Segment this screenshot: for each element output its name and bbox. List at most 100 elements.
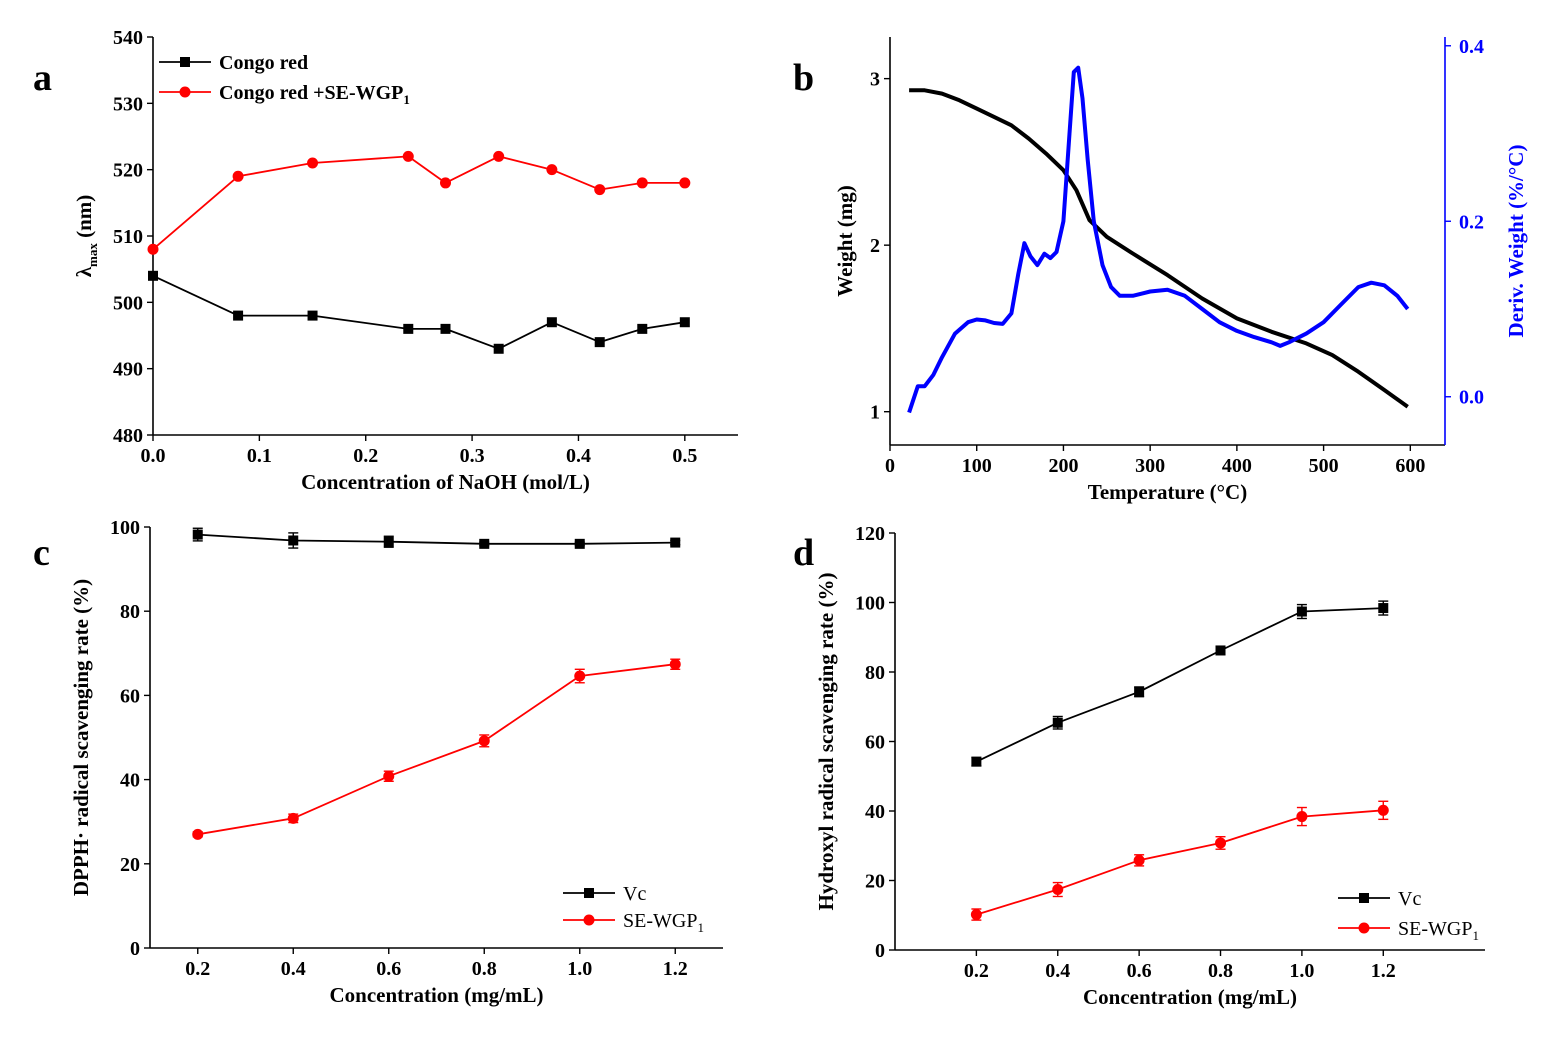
y-axis-label-sub: max (85, 243, 100, 267)
chart-panel-d: 0.2 0.4 0.6 0.8 1.0 1.2 0 20 40 60 80 100 120 Concent… (793, 523, 1485, 1009)
y-tick-label: 0 (875, 940, 885, 962)
x-tick-label: 0.4 (1045, 960, 1070, 982)
x-tick-label: 100 (962, 455, 992, 477)
series-line-1 (976, 809, 1384, 916)
y-tick-label: 530 (113, 93, 143, 115)
data-point (1377, 804, 1389, 816)
legend-label: Vc (623, 883, 646, 905)
y2-tick-label: 0.2 (1459, 211, 1484, 233)
y-axis-label: Hydroxyl radical scavenging rate (%) (814, 573, 838, 911)
data-point (1134, 686, 1145, 697)
x-tick-label: 500 (1309, 455, 1339, 477)
x-tick-label: 0.3 (460, 445, 485, 467)
data-point (232, 170, 244, 182)
data-point (493, 150, 505, 162)
data-point (594, 184, 606, 196)
data-point (192, 828, 204, 840)
data-point (546, 317, 557, 328)
series-line-0 (976, 607, 1384, 763)
x-tick-label: 200 (1048, 455, 1078, 477)
panel-label: c (33, 532, 50, 574)
x-tick-label: 0.1 (247, 445, 272, 467)
y-tick-label: 480 (113, 425, 143, 447)
y2-tick-label: 0.0 (1459, 387, 1484, 409)
y-tick-label: 520 (113, 160, 143, 182)
data-point (493, 343, 504, 354)
chart-panel-a: 0.0 0.1 0.2 0.3 0.4 0.5 480 490 500 510 520 530 540 C… (33, 27, 738, 494)
x-tick-label: 0 (885, 455, 895, 477)
data-point (148, 270, 158, 281)
legend-label-sub: 1 (1472, 928, 1479, 943)
data-point (192, 529, 203, 540)
data-point (594, 337, 605, 348)
data-point (383, 770, 395, 782)
data-point (479, 538, 490, 549)
series-line-1 (152, 155, 685, 250)
legend-label: Congo red (219, 52, 308, 74)
legend-label: SE-WGP1 (1398, 918, 1479, 943)
series-line-0 (197, 533, 676, 545)
legend-label-text: Vc (1398, 888, 1421, 910)
y-tick-label: 100 (855, 593, 885, 615)
x-axis-label: Temperature (°C) (1088, 480, 1247, 504)
legend-label-text: SE-WGP (623, 910, 697, 932)
data-point (670, 537, 681, 548)
x-tick-label: 0.8 (1208, 960, 1233, 982)
data-point (383, 536, 394, 547)
data-point (287, 812, 299, 824)
data-point (669, 658, 681, 670)
data-point (574, 670, 586, 682)
y2-tick-label: 0.4 (1459, 36, 1484, 58)
x-tick-label: 0.2 (353, 445, 378, 467)
x-axis-label: Concentration (mg/mL) (1083, 985, 1297, 1009)
series-line-0 (909, 88, 1409, 409)
data-point (478, 735, 490, 747)
data-point (574, 538, 585, 549)
x-tick-label: 1.0 (567, 958, 592, 980)
x-tick-label: 0.2 (964, 960, 989, 982)
y-axis-label: DPPH· radical scavenging rate (%) (69, 579, 93, 896)
chart-panel-b: 0 100 200 300 400 500 600 1 2 3 0.0 0.2 0.4 Deriv. We… (793, 36, 1528, 504)
y-tick-label: 80 (865, 662, 885, 684)
y-tick-label: 60 (865, 732, 885, 754)
legend-label-sub: 1 (403, 92, 410, 107)
y-tick-label: 490 (113, 359, 143, 381)
x-axis-label: Concentration (mg/mL) (329, 983, 543, 1007)
chart-panel-c: 0.2 0.4 0.6 0.8 1.0 1.2 0 20 40 60 80 100 Concentrat… (33, 517, 723, 1007)
y-tick-label: 100 (110, 517, 140, 539)
y-tick-label: 2 (870, 235, 880, 257)
x-tick-label: 0.2 (185, 958, 210, 980)
y-axis-label-main: λ (72, 266, 96, 277)
y-axis-label-unit: (nm) (72, 195, 96, 243)
legend-label: SE-WGP1 (623, 910, 704, 935)
legend-label-text: SE-WGP (1398, 918, 1472, 940)
data-point (307, 310, 318, 321)
data-point (402, 150, 414, 162)
data-point (1296, 606, 1307, 617)
panel-label: b (793, 57, 814, 99)
y-tick-label: 80 (120, 601, 140, 623)
series-line-0 (152, 274, 685, 350)
data-point (307, 157, 319, 169)
x-tick-label: 0.6 (376, 958, 401, 980)
y-tick-label: 40 (120, 770, 140, 792)
data-point (636, 177, 648, 189)
x-axis-label: Concentration of NaOH (mol/L) (301, 470, 590, 494)
data-point (1296, 811, 1308, 823)
data-point (1378, 603, 1389, 614)
x-tick-label: 0.0 (141, 445, 166, 467)
panel-label: d (793, 532, 814, 574)
legend-marker (583, 914, 595, 926)
data-point (1215, 645, 1226, 656)
panel-label: a (33, 57, 52, 99)
data-point (970, 909, 982, 921)
x-tick-label: 300 (1135, 455, 1165, 477)
legend-label: Congo red +SE-WGP1 (219, 82, 410, 107)
data-point (1052, 884, 1064, 896)
y2-axis-label: Deriv. Weight (%/°C) (1504, 145, 1528, 338)
series-line-1 (907, 65, 1410, 414)
y-tick-label: 120 (855, 523, 885, 545)
y-tick-label: 60 (120, 685, 140, 707)
y-tick-label: 540 (113, 27, 143, 49)
